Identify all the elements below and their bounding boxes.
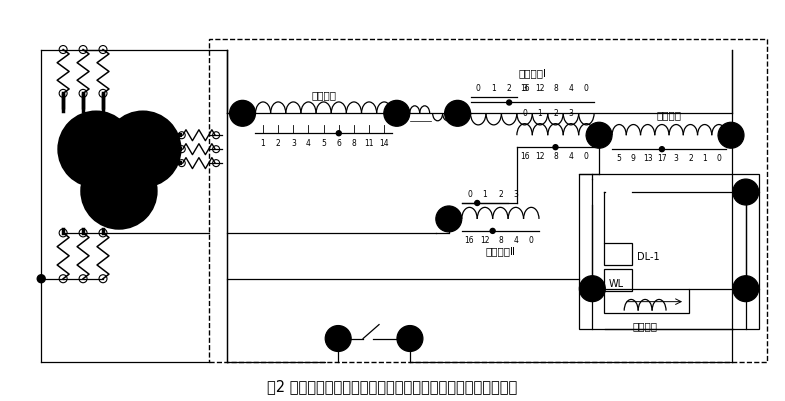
Text: 2: 2 (239, 109, 246, 118)
Bar (604, 243, 632, 265)
Text: 11: 11 (364, 139, 374, 148)
Text: 3: 3 (522, 84, 527, 93)
Text: 5: 5 (446, 215, 451, 223)
Circle shape (229, 100, 255, 126)
Text: 平衡绕组Ⅰ: 平衡绕组Ⅰ (518, 69, 546, 79)
Circle shape (436, 206, 462, 232)
Text: 12: 12 (535, 84, 545, 93)
Text: 8: 8 (553, 152, 558, 161)
Text: 平衡绕组Ⅱ: 平衡绕组Ⅱ (485, 246, 516, 256)
Text: 0: 0 (467, 190, 472, 199)
Text: 2: 2 (553, 109, 558, 118)
Text: 1: 1 (491, 84, 496, 93)
Text: 16: 16 (465, 236, 474, 245)
Text: 1: 1 (728, 131, 734, 140)
Circle shape (325, 326, 351, 351)
Circle shape (81, 153, 157, 229)
Circle shape (579, 276, 605, 302)
Text: 二次绕组: 二次绕组 (633, 322, 658, 332)
Text: 9: 9 (631, 154, 636, 163)
Text: 10: 10 (334, 334, 343, 343)
Text: 14: 14 (379, 139, 389, 148)
Circle shape (553, 145, 558, 150)
Text: 1: 1 (261, 139, 265, 148)
Text: 8: 8 (352, 139, 356, 148)
Text: 3: 3 (513, 190, 518, 199)
Text: 8: 8 (743, 284, 749, 293)
Text: 3: 3 (291, 139, 296, 148)
Text: 制动绕组: 制动绕组 (311, 90, 336, 100)
Text: 9: 9 (394, 109, 400, 118)
Circle shape (490, 229, 495, 233)
Text: 图2 继电器内部原理接线及保持三绕组电力变压器的原理接线图: 图2 继电器内部原理接线及保持三绕组电力变压器的原理接线图 (268, 379, 517, 394)
Text: 0: 0 (522, 109, 527, 118)
Text: 16: 16 (520, 152, 529, 161)
Circle shape (718, 122, 744, 148)
Circle shape (58, 111, 134, 187)
Text: 2: 2 (276, 139, 280, 148)
Circle shape (659, 147, 664, 152)
Text: 6: 6 (336, 139, 341, 148)
Text: 2: 2 (498, 190, 502, 199)
Text: 12: 12 (480, 236, 490, 245)
Circle shape (733, 179, 759, 205)
Text: 7: 7 (455, 109, 461, 118)
Text: 4: 4 (513, 236, 518, 245)
Text: 0: 0 (476, 84, 480, 93)
Text: 8: 8 (553, 84, 558, 93)
Text: 12: 12 (405, 334, 414, 343)
Text: 16: 16 (520, 84, 529, 93)
Text: 0: 0 (529, 236, 534, 245)
Text: 3: 3 (596, 131, 602, 140)
Text: 4: 4 (568, 152, 573, 161)
Text: 8: 8 (498, 236, 502, 245)
Circle shape (733, 276, 759, 302)
Text: 4: 4 (590, 284, 595, 293)
Text: 1: 1 (483, 190, 487, 199)
Text: III: III (112, 184, 126, 198)
Circle shape (336, 131, 341, 136)
Circle shape (506, 100, 512, 105)
Text: II: II (138, 142, 148, 157)
Text: 3: 3 (568, 109, 573, 118)
Circle shape (384, 100, 410, 126)
Circle shape (37, 275, 46, 283)
Text: I: I (93, 142, 98, 157)
Text: 0: 0 (584, 152, 589, 161)
Text: 2: 2 (688, 154, 693, 163)
Text: 5: 5 (321, 139, 326, 148)
Text: 12: 12 (535, 152, 545, 161)
Text: 0: 0 (584, 84, 589, 93)
Bar (604, 289, 689, 313)
Text: 工作绕组: 工作绕组 (656, 110, 681, 120)
Text: 6: 6 (743, 188, 749, 196)
Circle shape (444, 100, 470, 126)
Text: 3: 3 (674, 154, 678, 163)
Text: 0: 0 (717, 154, 721, 163)
Text: 4: 4 (568, 84, 573, 93)
Text: DL-1: DL-1 (637, 252, 659, 262)
Bar (209, 38, 767, 363)
Bar (579, 174, 759, 328)
Circle shape (397, 326, 423, 351)
Text: 1: 1 (703, 154, 707, 163)
Text: 13: 13 (643, 154, 652, 163)
Text: 17: 17 (657, 154, 666, 163)
Bar (604, 269, 632, 291)
Circle shape (586, 122, 612, 148)
Text: 4: 4 (306, 139, 311, 148)
Text: 2: 2 (507, 84, 512, 93)
Circle shape (475, 200, 480, 205)
Text: 1: 1 (538, 109, 542, 118)
Text: WL: WL (608, 279, 623, 289)
Text: 5: 5 (617, 154, 622, 163)
Circle shape (105, 111, 181, 187)
